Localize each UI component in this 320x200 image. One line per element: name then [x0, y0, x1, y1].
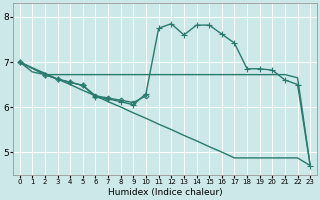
X-axis label: Humidex (Indice chaleur): Humidex (Indice chaleur)	[108, 188, 222, 197]
